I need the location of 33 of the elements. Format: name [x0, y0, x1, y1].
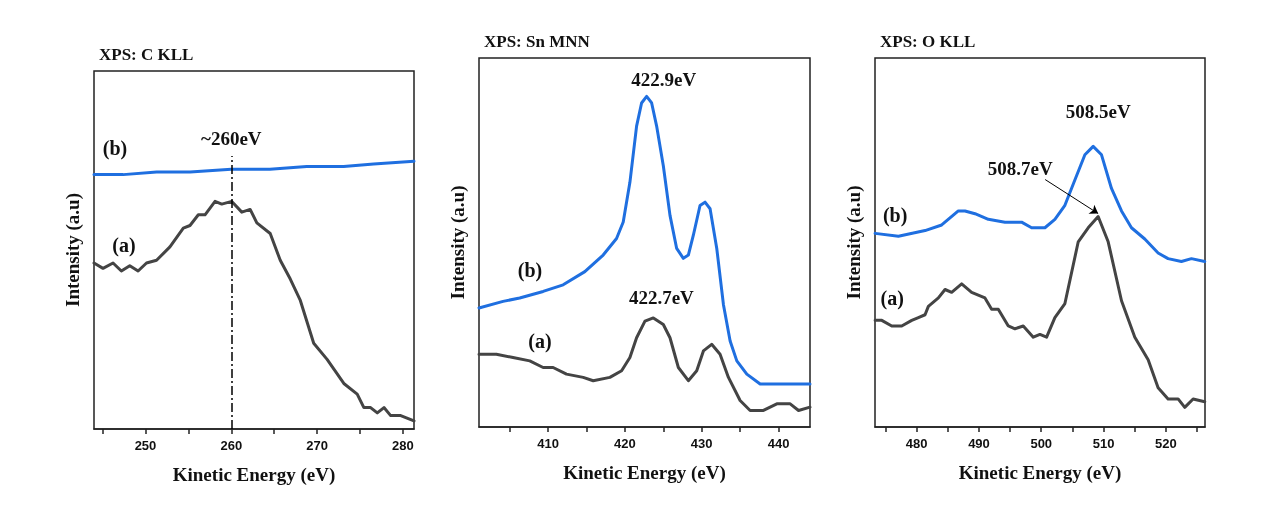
series-label: (a) [112, 233, 136, 257]
x-axis-title: Kinetic Energy (eV) [563, 462, 726, 484]
x-tick-label: 440 [767, 436, 790, 451]
series-label: (b) [517, 258, 543, 282]
x-tick-label: 410 [537, 436, 559, 451]
annotation: 508.7eV [987, 158, 1053, 180]
x-tick-label: 280 [392, 438, 414, 453]
x-tick-label: 260 [220, 438, 243, 453]
x-tick-label: 250 [134, 438, 157, 453]
annotation: 422.7eV [628, 287, 695, 309]
y-axis-title: Intensity (a.u) [61, 192, 84, 308]
x-axis-title: Kinetic Energy (eV) [172, 464, 336, 486]
annotation: 422.9eV [631, 68, 697, 90]
series-label: (a) [880, 287, 904, 311]
y-axis-title: Intensity (a.u) [842, 185, 865, 300]
series-label: (b) [102, 136, 128, 160]
chart-title: XPS: Sn MNN [484, 32, 591, 51]
x-tick-label: 480 [905, 436, 928, 451]
chart-title: XPS: O KLL [880, 32, 976, 51]
x-tick-label: 490 [968, 436, 990, 451]
x-axis-title: Kinetic Energy (eV) [958, 462, 1122, 484]
series-label: (b) [882, 204, 908, 228]
annotation: 508.5eV [1065, 100, 1131, 122]
ref-line-label: ~260eV [200, 127, 262, 149]
x-tick-label: 510 [1092, 436, 1115, 451]
series-label: (a) [528, 330, 552, 354]
x-tick-label: 430 [690, 436, 713, 451]
x-tick-label: 500 [1030, 436, 1053, 451]
x-tick-label: 520 [1154, 436, 1177, 451]
y-axis-title: Intensity (a.u) [446, 185, 469, 300]
chart-title: XPS: C KLL [99, 45, 194, 64]
x-tick-label: 420 [614, 436, 636, 451]
x-tick-label: 270 [306, 438, 328, 453]
